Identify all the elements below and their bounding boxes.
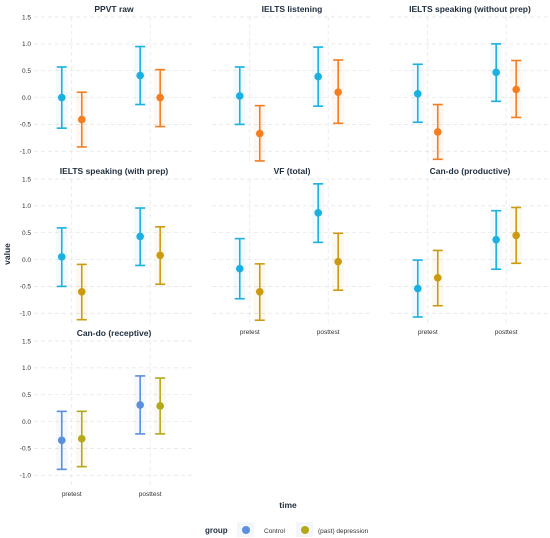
legend-label-control: Control xyxy=(264,528,286,535)
point-control-posttest xyxy=(314,209,322,217)
panel-ppvt-raw: PPVT raw -1.0 -0.5 0.0 0.5 1.0 1.5 xyxy=(20,4,194,162)
point-past-depression-posttest xyxy=(334,257,342,266)
x-tick-label: pretest xyxy=(418,329,438,336)
point-past-depression-posttest xyxy=(334,88,342,96)
y-tick-label: 0.5 xyxy=(22,68,31,75)
panels: PPVT raw -1.0 -0.5 0.0 0.5 1.0 1.5 IELTS listen… xyxy=(20,4,550,498)
y-tick-label: -0.5 xyxy=(20,122,32,129)
point-past-depression-pretest xyxy=(255,129,264,138)
point-control-posttest xyxy=(314,72,322,81)
panel-ielts-listening: IELTS listening xyxy=(212,4,372,162)
y-tick-label: 1.5 xyxy=(22,338,31,345)
point-past-depression-pretest xyxy=(77,115,86,124)
y-tick-label: -0.5 xyxy=(20,284,32,291)
legend-item-control: Control xyxy=(237,522,286,537)
x-tick-label: pretest xyxy=(240,329,260,336)
point-past-depression-pretest xyxy=(255,287,264,296)
point-past-depression-pretest xyxy=(433,274,442,282)
y-tick-label: 1.0 xyxy=(22,365,31,372)
panel-title: VF (total) xyxy=(274,166,311,176)
y-tick-label: 1.0 xyxy=(22,41,31,48)
panel-can-do-receptive: Can-do (receptive) -1.0 -0.5 0.0 0.5 1.0 1.5 pr… xyxy=(20,328,194,498)
panel-title: IELTS listening xyxy=(262,4,323,14)
panel-title: Can-do (productive) xyxy=(430,166,511,176)
y-tick-label: 0.0 xyxy=(22,95,31,102)
point-past-depression-posttest xyxy=(512,231,520,240)
y-tick-label: 0.5 xyxy=(22,230,31,237)
y-tick-label: 1.5 xyxy=(22,176,31,183)
point-control-pretest xyxy=(57,93,66,102)
point-control-pretest xyxy=(57,436,66,445)
y-tick-label: 0.5 xyxy=(22,392,31,399)
panel-title: IELTS speaking (with prep) xyxy=(60,166,169,176)
y-tick-label: 0.0 xyxy=(22,257,31,264)
panel-vf-total: VF (total) pretest posttest xyxy=(212,166,372,336)
y-axis-title: value xyxy=(2,243,12,265)
y-tick-label: 1.5 xyxy=(22,14,31,21)
legend-marker-control xyxy=(242,526,250,534)
point-control-posttest xyxy=(136,232,144,241)
y-tick-label: -1.0 xyxy=(20,149,32,156)
point-control-posttest xyxy=(136,401,144,409)
point-control-posttest xyxy=(492,235,500,244)
legend-label-past-depression: (past) depression xyxy=(318,528,369,535)
point-control-pretest xyxy=(57,253,66,261)
y-tick-label: 1.0 xyxy=(22,203,31,210)
point-past-depression-pretest xyxy=(433,128,442,136)
point-past-depression-posttest xyxy=(156,251,164,260)
point-control-pretest xyxy=(413,89,422,98)
panel-title: PPVT raw xyxy=(94,4,134,14)
point-control-posttest xyxy=(136,71,144,80)
point-control-pretest xyxy=(235,92,244,100)
point-past-depression-posttest xyxy=(156,402,164,410)
y-tick-label: -0.5 xyxy=(20,446,32,453)
legend-item-past-depression: (past) depression xyxy=(296,522,369,537)
point-past-depression-pretest xyxy=(77,434,86,443)
x-tick-label: posttest xyxy=(495,329,518,336)
y-tick-label: -1.0 xyxy=(20,473,32,480)
legend-marker-past-depression xyxy=(301,526,309,534)
x-tick-label: pretest xyxy=(62,491,82,498)
panel-title: IELTS speaking (without prep) xyxy=(409,4,531,14)
legend-title: group xyxy=(205,526,228,535)
panel-title: Can-do (receptive) xyxy=(77,328,152,338)
x-tick-label: posttest xyxy=(317,329,340,336)
point-past-depression-posttest xyxy=(156,93,164,102)
x-axis-title: time xyxy=(279,500,297,510)
x-tick-label: posttest xyxy=(139,491,162,498)
point-past-depression-posttest xyxy=(512,85,520,94)
panel-ielts-speaking-without-prep: IELTS speaking (without prep) xyxy=(390,4,550,162)
panel-ielts-speaking-with-prep: IELTS speaking (with prep) -1.0 -0.5 0.0 0.5… xyxy=(20,166,194,324)
panel-can-do-productive: Can-do (productive) pretest posttest xyxy=(390,166,550,336)
y-tick-label: 0.0 xyxy=(22,419,31,426)
point-control-pretest xyxy=(413,284,422,293)
point-past-depression-pretest xyxy=(77,287,86,296)
point-control-posttest xyxy=(492,68,500,77)
point-control-pretest xyxy=(235,264,244,273)
legend: group Control (past) depression xyxy=(205,522,369,537)
y-tick-label: -1.0 xyxy=(20,311,32,318)
